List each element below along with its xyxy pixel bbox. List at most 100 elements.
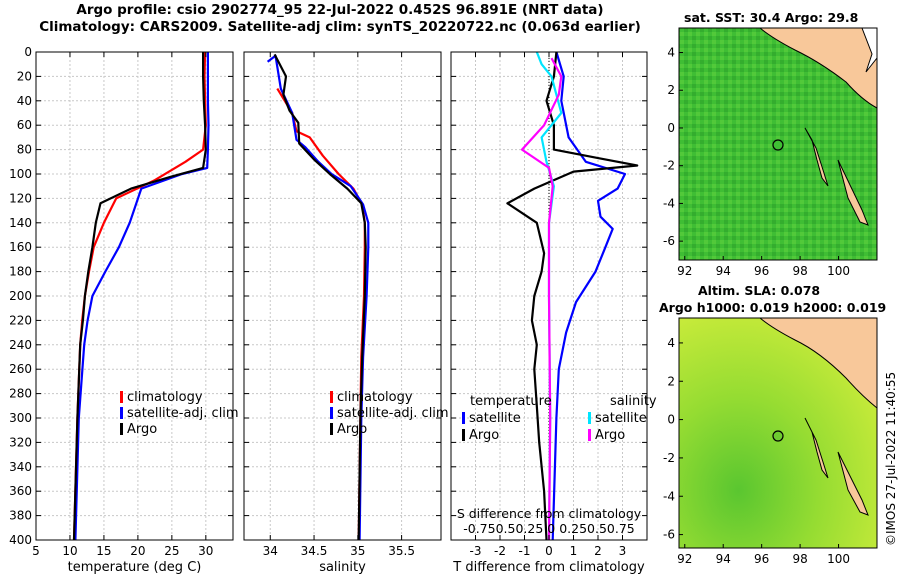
y-tick-label: 240 <box>9 338 32 352</box>
x-tick-label: 34 <box>263 544 278 558</box>
difference-panel: -3 -2 -1 0 1 2 3 T difference from climatology t… <box>450 51 657 575</box>
x-tick-label: 3 <box>619 544 627 558</box>
map-y-tick-label: -6 <box>663 234 675 248</box>
series-line-satellite-adj-clim <box>74 52 210 541</box>
legend-swatch <box>120 391 123 403</box>
y-tick-label: 260 <box>9 362 32 376</box>
legend-title-salinity: salinity <box>610 394 657 409</box>
temperature-panel: 5 10 15 20 25 30 temperature (deg C) 0 20 40 60 80 1… <box>9 45 239 575</box>
legend-swatch <box>462 429 465 441</box>
y-tick-label: 20 <box>17 69 32 83</box>
series-line-satellite-adj-clim <box>266 54 370 541</box>
legend-label: satellite-adj. clim <box>127 406 239 421</box>
salinity-panel: 34 34.5 35 35.5 salinity climatologysatellite… <box>243 51 449 575</box>
y-tick-label: 80 <box>17 143 32 157</box>
map-y-tick-label: 4 <box>667 46 675 60</box>
x-tick-label: -1 <box>519 544 531 558</box>
legend-label: satellite <box>469 411 521 426</box>
x-axis-label: temperature (deg C) <box>68 560 202 575</box>
x-tick-label: 35.5 <box>388 544 415 558</box>
legend-swatch <box>120 423 123 435</box>
y-tick-label: 300 <box>9 411 32 425</box>
y-tick-label: 400 <box>9 533 32 547</box>
x-tick-label: 2 <box>594 544 602 558</box>
x-tick-label: -2 <box>494 544 506 558</box>
legend-label: Argo <box>127 422 157 437</box>
series-line-argo <box>273 53 367 541</box>
y-tick-label: 0 <box>24 45 32 59</box>
legend-label: climatology <box>337 390 413 405</box>
y-tick-label: 380 <box>9 509 32 523</box>
map-x-tick-label: 98 <box>792 552 807 566</box>
map-y-tick-label: -4 <box>663 489 675 503</box>
series-line-climatology <box>276 88 366 541</box>
y-tick-label: 140 <box>9 216 32 230</box>
y-tick-label: 200 <box>9 289 32 303</box>
sla-island-south <box>837 451 869 516</box>
legend-label: Argo <box>595 428 625 443</box>
legend-label: satellite <box>595 411 647 426</box>
sst-map-title: sat. SST: 30.4 Argo: 29.8 <box>684 10 859 25</box>
sla-land <box>758 317 878 410</box>
figure-title-line1: Argo profile: csio 2902774_95 22-Jul-202… <box>76 2 604 18</box>
map-x-tick-label: 96 <box>754 552 769 566</box>
map-y-tick-label: -4 <box>663 196 675 210</box>
top-axis-tick-labels: -0.750.50.25 0 0.250.50.75 <box>463 521 635 536</box>
legend-swatch <box>588 412 591 424</box>
map-y-tick-label: -2 <box>663 451 675 465</box>
map-y-tick-label: -2 <box>663 159 675 173</box>
series-line-temperature-argo <box>506 51 639 541</box>
y-tick-label: 100 <box>9 167 32 181</box>
legend-title-temperature: temperature <box>470 394 552 409</box>
x-tick-label: 34.5 <box>301 544 328 558</box>
series-line-salinity-argo <box>520 57 563 541</box>
map-y-tick-label: 2 <box>667 374 675 388</box>
series-line-argo <box>72 52 207 541</box>
legend-label: Argo <box>337 422 367 437</box>
map-y-tick-label: 0 <box>667 413 675 427</box>
sla-argo-marker <box>772 430 784 442</box>
map-x-tick-label: 92 <box>677 264 692 278</box>
x-tick-label: 20 <box>130 544 145 558</box>
sst-island-south <box>837 159 869 226</box>
y-tick-label: 60 <box>17 118 32 132</box>
map-x-tick-label: 92 <box>677 552 692 566</box>
x-tick-label: 15 <box>96 544 111 558</box>
map-x-tick-label: 94 <box>716 264 731 278</box>
map-x-tick-label: 100 <box>827 552 850 566</box>
y-tick-label: 180 <box>9 265 32 279</box>
x-tick-label: 30 <box>198 544 213 558</box>
y-tick-label: 280 <box>9 387 32 401</box>
map-y-tick-label: 2 <box>667 83 675 97</box>
imos-timestamp: ©IMOS 27-Jul-2022 11:40:55 <box>884 371 898 546</box>
x-tick-label: -3 <box>470 544 482 558</box>
sla-map: 92 94 96 98 100 4 2 0 -2 -4 -6 <box>663 317 878 566</box>
map-y-tick-label: 4 <box>667 336 675 350</box>
sst-argo-marker <box>772 139 784 151</box>
y-tick-label: 160 <box>9 240 32 254</box>
legend-swatch <box>330 423 333 435</box>
x-tick-label: 5 <box>32 544 40 558</box>
y-tick-label: 340 <box>9 460 32 474</box>
y-tick-label: 320 <box>9 435 32 449</box>
top-axis-label: S difference from climatology <box>457 506 642 521</box>
legend-label: Argo <box>469 428 499 443</box>
sla-map-title: Altim. SLA: 0.078 <box>698 283 821 298</box>
map-y-tick-label: -6 <box>663 528 675 542</box>
x-axis-label: T difference from climatology <box>452 560 645 575</box>
legend-label: climatology <box>127 390 203 405</box>
series-line-temperature-satellite <box>551 51 627 541</box>
x-tick-label: 25 <box>164 544 179 558</box>
x-tick-label: 10 <box>62 544 77 558</box>
x-axis-label: salinity <box>319 560 366 575</box>
map-x-tick-label: 98 <box>792 264 807 278</box>
legend-swatch <box>588 429 591 441</box>
map-x-tick-label: 100 <box>827 264 850 278</box>
sla-map-subtitle: Argo h1000: 0.019 h2000: 0.019 <box>659 300 887 315</box>
x-tick-label: 1 <box>570 544 578 558</box>
y-tick-label: 220 <box>9 313 32 327</box>
y-tick-label: 360 <box>9 484 32 498</box>
sst-map: 92 94 96 98 100 4 2 0 -2 -4 -6 <box>663 27 878 278</box>
legend-swatch <box>120 407 123 419</box>
